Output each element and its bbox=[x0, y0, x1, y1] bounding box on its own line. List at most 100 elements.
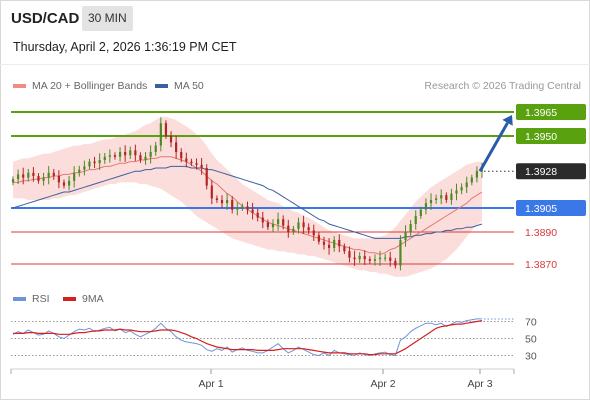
ma50-line bbox=[12, 165, 483, 239]
rsi-legend-swatch bbox=[13, 297, 26, 301]
candle-body bbox=[67, 180, 71, 186]
candle-body bbox=[389, 257, 392, 261]
candle-body bbox=[16, 174, 20, 180]
candle-body bbox=[409, 224, 412, 232]
research-credit: Research © 2026 Trading Central bbox=[424, 80, 581, 92]
candle-body bbox=[363, 256, 366, 260]
datetime-label: Thursday, April 2, 2026 1:36:19 PM CET bbox=[13, 40, 237, 54]
candle-body bbox=[399, 240, 402, 266]
candle-body bbox=[62, 182, 66, 186]
candle-body bbox=[210, 185, 213, 199]
legend-item-ma20: MA 20 + Bollinger Bands bbox=[13, 80, 147, 92]
candle-body bbox=[205, 168, 208, 186]
candle-body bbox=[22, 174, 25, 178]
rsi-line bbox=[12, 318, 482, 357]
candle-body bbox=[134, 150, 137, 156]
candle-body bbox=[169, 136, 173, 143]
level-label-1-3905: 1.3905 bbox=[525, 203, 557, 215]
candle-body bbox=[175, 142, 178, 152]
candle-body bbox=[256, 212, 259, 218]
candle-body bbox=[251, 209, 254, 213]
ma9-legend-label: 9MA bbox=[82, 293, 104, 305]
forecast-arrow-head bbox=[502, 115, 513, 126]
candle-body bbox=[113, 155, 117, 157]
current-price-badge bbox=[516, 163, 586, 180]
candle-body bbox=[404, 232, 407, 240]
candle-body bbox=[455, 190, 458, 194]
timeframe-badge[interactable]: 30 MIN bbox=[82, 6, 133, 31]
candle-body bbox=[226, 200, 229, 204]
candle-body bbox=[164, 123, 168, 136]
candle-body bbox=[470, 177, 473, 183]
candle-body bbox=[103, 156, 106, 160]
candle-body bbox=[475, 171, 479, 178]
candle-body bbox=[327, 244, 331, 248]
candle-body bbox=[47, 172, 50, 178]
candle-body bbox=[231, 200, 234, 210]
candle-body bbox=[11, 179, 15, 183]
candle-body bbox=[215, 198, 219, 200]
current-price-label: 1.3928 bbox=[525, 166, 557, 178]
candle-body bbox=[52, 172, 55, 176]
candle-body bbox=[129, 150, 132, 156]
candle-body bbox=[93, 161, 96, 164]
candle-body bbox=[322, 241, 326, 245]
candle-body bbox=[118, 152, 122, 157]
candle-body bbox=[159, 123, 162, 146]
candle-body bbox=[185, 158, 188, 162]
candle-body bbox=[440, 195, 443, 199]
candle-body bbox=[358, 256, 361, 260]
level-label-1-3965: 1.3965 bbox=[525, 107, 557, 119]
candle-body bbox=[394, 260, 397, 266]
candle-body bbox=[190, 161, 193, 164]
candle-body bbox=[384, 257, 387, 259]
candle-body bbox=[307, 227, 310, 231]
level-label-1-3950: 1.3950 bbox=[525, 131, 557, 143]
candle-body bbox=[139, 155, 142, 160]
header-divider bbox=[0, 64, 590, 65]
candle-body bbox=[302, 222, 305, 228]
candle-body bbox=[276, 219, 280, 224]
candle-body bbox=[180, 152, 183, 159]
legend-label-ma50: MA 50 bbox=[174, 80, 204, 92]
legend-label-ma20: MA 20 + Bollinger Bands bbox=[32, 80, 148, 92]
rsi-tick-30: 30 bbox=[525, 351, 537, 363]
rsi-tick-50: 50 bbox=[525, 334, 537, 346]
candle-body bbox=[78, 169, 81, 173]
candle-body bbox=[317, 235, 320, 242]
candle-body bbox=[312, 230, 315, 236]
candle-body bbox=[266, 222, 269, 228]
candle-body bbox=[236, 208, 239, 210]
symbol-label: USD/CAD bbox=[11, 10, 80, 27]
candle-body bbox=[271, 224, 275, 228]
x-tick-label: Apr 1 bbox=[198, 378, 223, 390]
level-badge-1-3950 bbox=[516, 128, 586, 144]
ma9-legend-swatch bbox=[63, 297, 76, 301]
candle-body bbox=[246, 206, 249, 210]
candle-body bbox=[333, 240, 336, 248]
x-tick-label: Apr 2 bbox=[370, 378, 395, 390]
candle-body bbox=[419, 209, 422, 216]
candle-body bbox=[124, 152, 127, 156]
candle-body bbox=[42, 177, 45, 181]
candle-body bbox=[27, 172, 30, 178]
candle-body bbox=[88, 161, 91, 167]
candle-body bbox=[368, 259, 371, 261]
candle-body bbox=[282, 219, 285, 226]
x-tick-label: Apr 3 bbox=[467, 378, 492, 390]
legend-swatch-ma50 bbox=[155, 84, 168, 89]
rsi-tick-70: 70 bbox=[525, 317, 537, 329]
candle-body bbox=[32, 172, 35, 176]
candle-body bbox=[445, 195, 448, 200]
level-label-1-3890: 1.3890 bbox=[525, 227, 557, 239]
candle-body bbox=[37, 176, 40, 181]
candle-body bbox=[378, 257, 382, 260]
candle-body bbox=[414, 216, 417, 224]
candle-body bbox=[297, 222, 300, 229]
candle-body bbox=[108, 155, 111, 157]
candle-body bbox=[154, 145, 157, 152]
candle-body bbox=[460, 187, 463, 191]
bollinger-band-area bbox=[13, 116, 482, 277]
forecast-arrow-shaft bbox=[478, 122, 509, 172]
